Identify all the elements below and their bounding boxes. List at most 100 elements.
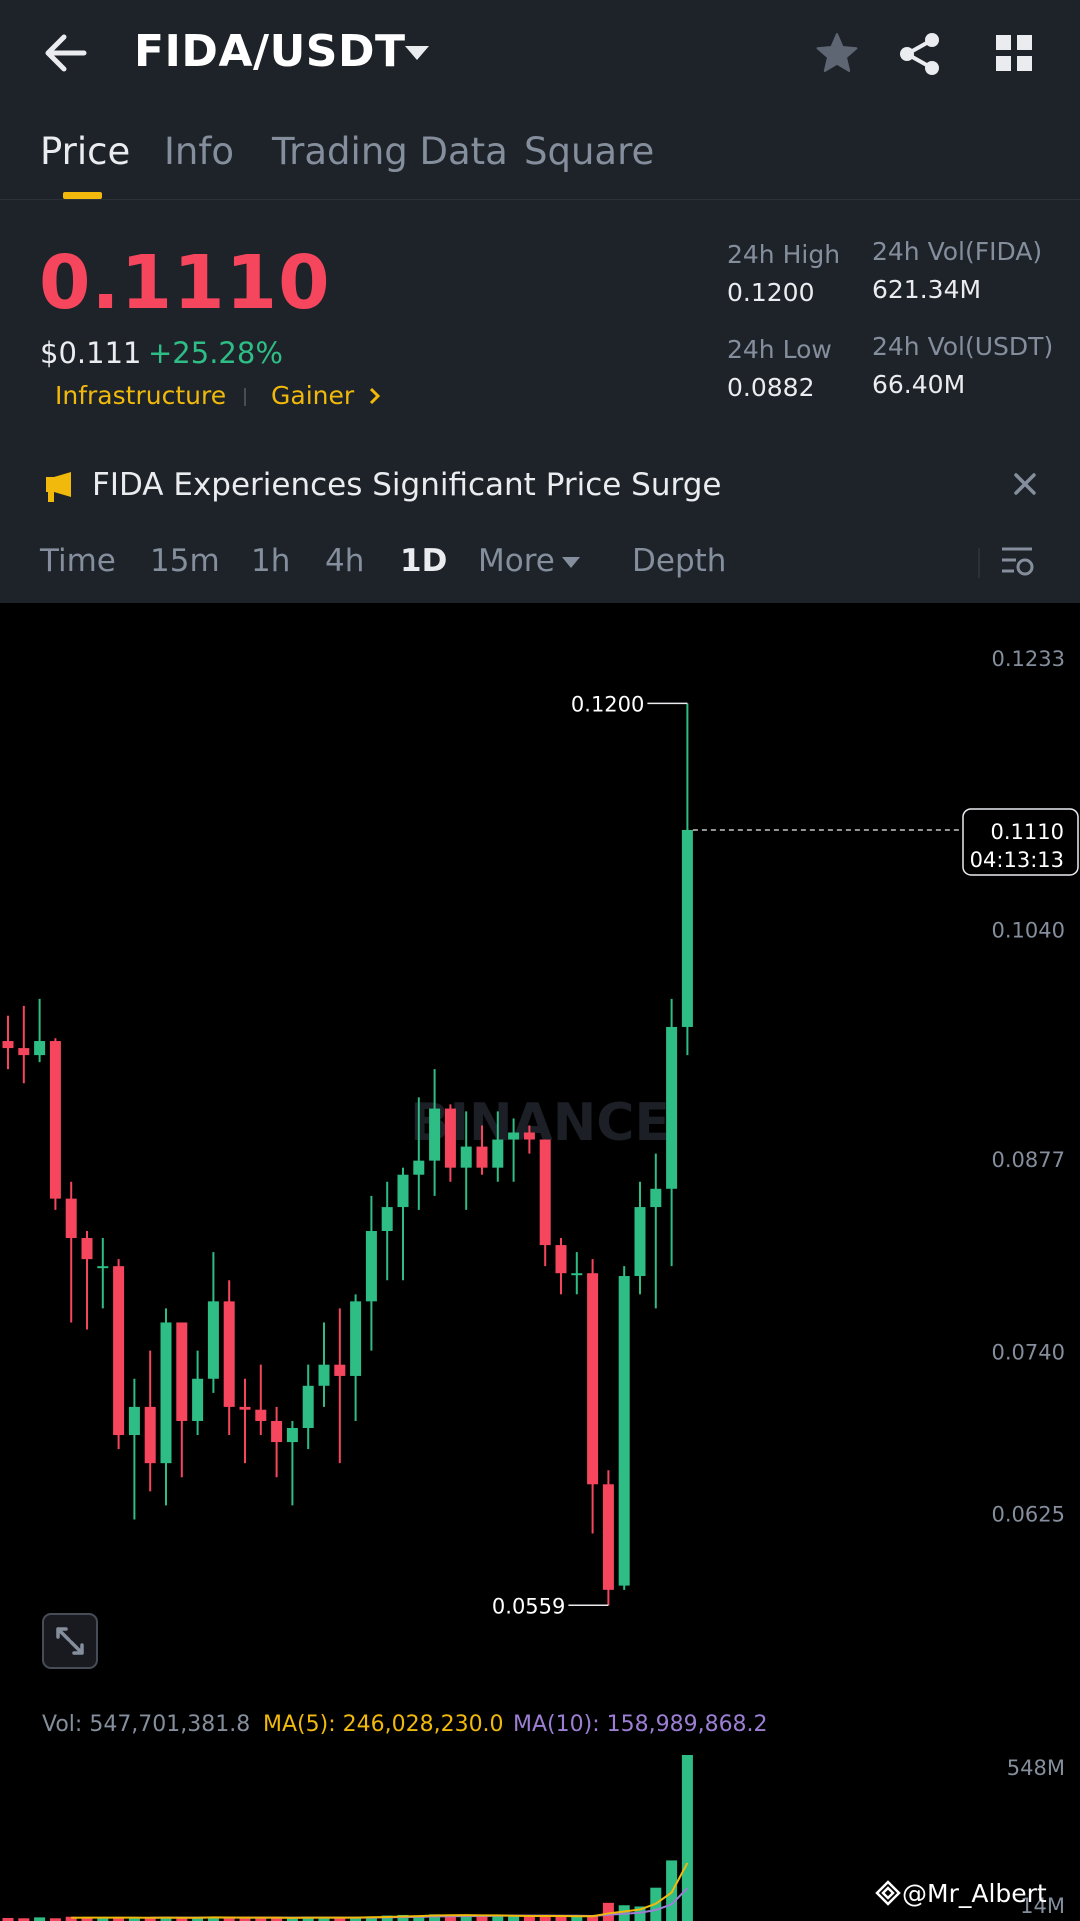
depth-tab[interactable]: Depth — [632, 543, 727, 579]
volume-label: Vol: 547,701,381.8 — [42, 1712, 251, 1737]
pair-title[interactable]: FIDA/USDT — [134, 26, 406, 77]
volume-bar — [539, 1914, 551, 1921]
volume-bar — [681, 1755, 693, 1921]
volume-bar — [192, 1917, 204, 1921]
candle-body — [176, 1322, 188, 1421]
tag-gainer[interactable]: Gainer — [271, 381, 355, 410]
candle-body — [539, 1139, 551, 1246]
volume-bar — [239, 1917, 251, 1921]
close-news-button[interactable] — [1013, 472, 1037, 496]
vol-quote-value: 66.40M — [872, 370, 966, 399]
y-axis-tick-label: 0.1233 — [992, 647, 1065, 671]
layout-button[interactable] — [995, 34, 1033, 72]
volume-bar — [587, 1916, 599, 1921]
interval-15m[interactable]: 15m — [150, 543, 220, 579]
volume-bar — [34, 1917, 46, 1921]
interval-1d[interactable]: 1D — [400, 543, 448, 579]
share-button[interactable] — [898, 32, 942, 76]
close-icon — [1014, 473, 1036, 495]
volume-bar — [602, 1902, 614, 1921]
candle-body — [34, 1041, 46, 1056]
vol-quote-label: 24h Vol(USDT) — [872, 332, 1054, 361]
vol-base-label: 24h Vol(FIDA) — [872, 237, 1043, 266]
active-tab-indicator — [63, 192, 102, 199]
grid-icon — [996, 35, 1032, 71]
y-axis-tick-label: 0.0877 — [992, 1148, 1065, 1172]
candle-body — [65, 1198, 77, 1239]
volume-bar — [365, 1916, 377, 1921]
candle-body — [271, 1420, 283, 1443]
volume-bar — [286, 1917, 298, 1921]
volume-bar — [460, 1914, 472, 1921]
candle-body — [97, 1266, 109, 1269]
interval-time[interactable]: Time — [40, 543, 116, 579]
expand-icon — [56, 1627, 84, 1655]
high-marker-label: 0.1200 — [571, 692, 644, 716]
candle-body — [681, 829, 693, 1027]
expand-chart-button[interactable] — [42, 1613, 98, 1669]
current-price-label: 0.1110 — [991, 820, 1064, 844]
candle-body — [2, 1041, 14, 1049]
y-axis-tick-label: 0.1040 — [992, 918, 1065, 942]
volume-bar — [571, 1916, 583, 1921]
candle-body — [634, 1207, 646, 1277]
interval-4h[interactable]: 4h — [325, 543, 365, 579]
chart-settings-icon — [1002, 547, 1034, 576]
candle-body — [192, 1378, 204, 1421]
volume-bar — [255, 1918, 267, 1921]
volume-bar — [18, 1918, 30, 1921]
candle-body — [523, 1132, 535, 1140]
volume-bar — [350, 1917, 362, 1921]
pair-selector[interactable] — [404, 44, 430, 62]
candle-body — [460, 1146, 472, 1168]
y-axis-tick-label: 0.0625 — [992, 1502, 1065, 1526]
interval-more[interactable]: More — [478, 543, 555, 579]
candle-body — [413, 1160, 425, 1175]
candle-body — [334, 1364, 346, 1376]
volume-bar — [476, 1916, 488, 1921]
volume-bar — [555, 1916, 567, 1921]
tab-square[interactable]: Square — [524, 130, 655, 173]
back-arrow-icon — [45, 34, 87, 72]
volume-bar — [49, 1918, 61, 1921]
volume-bar — [444, 1915, 456, 1921]
candle-body — [239, 1406, 251, 1410]
candle-body — [49, 1041, 61, 1199]
price-change: +25.28% — [148, 336, 283, 370]
volume-bar — [523, 1916, 535, 1921]
low-marker-label: 0.0559 — [492, 1594, 565, 1618]
volume-bar — [65, 1916, 77, 1921]
candle-body — [618, 1276, 630, 1586]
candle-body — [113, 1266, 125, 1436]
candle-body — [302, 1385, 314, 1428]
candle-body — [666, 1026, 678, 1189]
megaphone-icon — [44, 471, 74, 503]
watermark-logo-icon — [875, 1880, 901, 1906]
volume-bar — [144, 1917, 156, 1921]
candle-body — [223, 1301, 235, 1407]
candle-body — [476, 1146, 488, 1168]
candle-body — [429, 1108, 441, 1161]
chart-settings-button[interactable] — [1000, 544, 1034, 578]
more-caret-icon — [562, 554, 580, 568]
tag-infrastructure[interactable]: Infrastructure — [55, 381, 227, 410]
news-headline[interactable]: FIDA Experiences Significant Price Surge — [92, 467, 722, 503]
tab-trading-data[interactable]: Trading Data — [272, 130, 508, 173]
last-price: 0.1110 — [39, 240, 331, 326]
candle-body — [602, 1484, 614, 1590]
candle-body — [81, 1238, 93, 1260]
low-label: 24h Low — [727, 335, 832, 364]
tab-price[interactable]: Price — [40, 130, 131, 173]
volume-axis-bottom: 14M — [1020, 1894, 1065, 1918]
candle-body — [508, 1132, 520, 1140]
countdown-label: 04:13:13 — [970, 848, 1064, 872]
interval-1h[interactable]: 1h — [251, 543, 291, 579]
candle-body — [128, 1406, 140, 1436]
back-button[interactable] — [40, 30, 90, 76]
candle-body — [286, 1428, 298, 1443]
tab-info[interactable]: Info — [164, 130, 235, 173]
favorite-button[interactable] — [815, 32, 859, 74]
volume-bar — [492, 1915, 504, 1921]
ma10-label: MA(10): 158,989,868.2 — [513, 1712, 768, 1737]
